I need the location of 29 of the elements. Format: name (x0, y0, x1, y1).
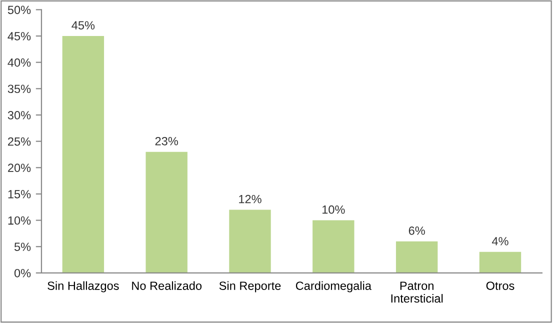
bar (312, 220, 354, 273)
y-tick-label: 40% (8, 58, 31, 67)
y-tick-label: 25% (8, 137, 31, 146)
x-tick-label: Sin Reporte (219, 281, 281, 292)
y-tick-label: 35% (8, 84, 31, 94)
data-label: 12% (239, 194, 262, 204)
bar (146, 152, 188, 273)
y-tick-label: 20% (8, 164, 31, 172)
data-label: 6% (408, 226, 425, 235)
y-tick-label: 0% (14, 268, 31, 278)
x-tick-label: Patron Intersticial (391, 282, 443, 303)
y-tick-label: 30% (8, 111, 31, 120)
bar (62, 36, 104, 273)
bar (229, 210, 271, 273)
data-label: 4% (492, 237, 508, 246)
x-tick-label: No Realizado (132, 281, 202, 290)
x-tick-label: Sin Hallazgos (48, 281, 119, 292)
x-tick-label: Otros (486, 282, 514, 290)
data-label: 10% (322, 205, 345, 214)
y-tick-label: 5% (14, 242, 31, 252)
data-label: 45% (72, 21, 95, 30)
y-tick-label: 45% (8, 32, 31, 40)
y-tick-label: 10% (8, 216, 31, 225)
y-tick-label: 50% (8, 6, 31, 14)
x-tick-label: Cardiomegalia (296, 281, 372, 292)
y-tick-label: 15% (8, 190, 31, 198)
data-label: 23% (155, 136, 178, 146)
bar (396, 241, 438, 273)
bar (479, 252, 522, 273)
